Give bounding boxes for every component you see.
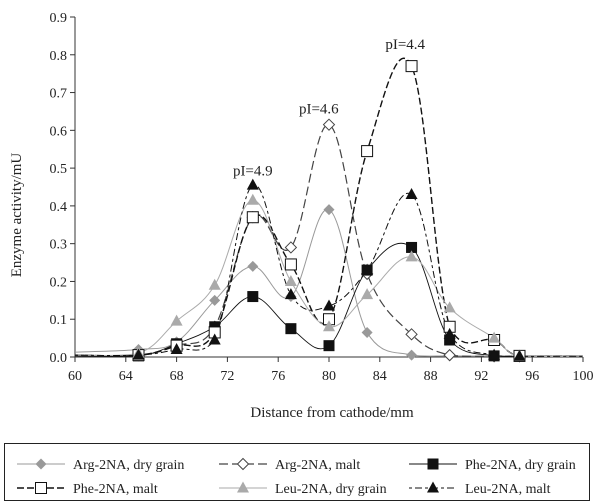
- data-point: [132, 348, 145, 360]
- data-point: [405, 250, 418, 262]
- y-tick-label: 0.0: [50, 351, 68, 366]
- data-point: [361, 288, 374, 300]
- legend-label: Leu-2NA, dry grain: [275, 482, 387, 497]
- data-point: [323, 299, 335, 311]
- series-line-5: [74, 199, 584, 357]
- y-tick-label: 0.3: [50, 238, 68, 253]
- data-point: [405, 60, 418, 73]
- data-point: [406, 241, 418, 253]
- data-point: [443, 348, 456, 362]
- x-tick-label: 96: [525, 369, 539, 384]
- data-point: [247, 260, 259, 272]
- data-point: [443, 301, 456, 313]
- y-tick-label: 0.7: [50, 87, 68, 102]
- data-point: [323, 340, 335, 352]
- x-tick-label: 92: [474, 369, 488, 384]
- legend-label: Arg-2NA, malt: [275, 458, 360, 473]
- legend-marker: [35, 482, 47, 494]
- data-point: [246, 178, 259, 190]
- legend-marker: [427, 458, 439, 470]
- data-point: [361, 263, 374, 275]
- x-tick-label: 60: [68, 369, 82, 384]
- legend-label: Leu-2NA, malt: [465, 482, 551, 497]
- data-point: [361, 326, 373, 338]
- data-point: [284, 258, 297, 271]
- data-point: [170, 342, 183, 354]
- data-point: [444, 334, 456, 346]
- data-point: [405, 188, 418, 200]
- legend-marker: [236, 457, 250, 471]
- y-tick-label: 0.1: [50, 313, 68, 328]
- data-point: [170, 314, 183, 326]
- data-point: [488, 348, 501, 360]
- data-point: [209, 294, 221, 306]
- y-tick-label: 0.4: [50, 200, 68, 215]
- pi-annotation: pI=4.4: [385, 37, 425, 53]
- y-axis-title: Enzyme activity/mU: [9, 153, 25, 278]
- data-point: [323, 204, 335, 216]
- data-point: [247, 291, 259, 303]
- x-tick-label: 72: [220, 369, 234, 384]
- legend-marker: [35, 458, 47, 470]
- legend-label: Phe-2NA, malt: [73, 482, 158, 497]
- data-point: [322, 118, 336, 131]
- x-tick-label: 68: [170, 369, 184, 384]
- x-tick-label: 76: [271, 369, 285, 384]
- chart-plot: 0.0 0.1 0.2 0.3 0.4 0.5 0.6 0.7 0.8 0.9 60 64 68 72 76…: [9, 11, 594, 421]
- data-point: [284, 241, 298, 254]
- data-point: [246, 193, 259, 205]
- data-point: [208, 333, 221, 345]
- y-tick-label: 0.8: [50, 49, 68, 64]
- y-tick-label: 0.6: [50, 124, 68, 139]
- y-tick-label: 0.9: [50, 11, 68, 26]
- chart-legend: Arg-2NA, dry grain Arg-2NA, malt Phe-2NA, …: [4, 443, 590, 501]
- data-point: [443, 327, 456, 339]
- series-line-4: [74, 57, 584, 358]
- data-point: [513, 349, 526, 361]
- x-tick-label: 100: [573, 369, 594, 384]
- x-tick-label: 88: [424, 369, 438, 384]
- data-point: [405, 328, 418, 341]
- data-point: [361, 145, 374, 158]
- x-axis-title: Distance from cathode/mm: [250, 405, 414, 421]
- x-tick-label: 64: [119, 369, 133, 384]
- legend-label: Phe-2NA, dry grain: [465, 458, 576, 473]
- y-tick-label: 0.2: [50, 275, 68, 290]
- data-point: [406, 349, 418, 361]
- data-point: [285, 323, 297, 335]
- pi-annotation: pI=4.6: [299, 101, 339, 117]
- legend-marker: [237, 481, 249, 493]
- x-tick-label: 84: [373, 369, 387, 384]
- y-tick-label: 0.5: [50, 162, 68, 177]
- data-point: [208, 278, 221, 290]
- pi-annotation: pI=4.9: [233, 164, 273, 180]
- data-point: [284, 288, 297, 300]
- legend-marker: [427, 481, 439, 493]
- series-line-1: [74, 209, 583, 357]
- data-point: [246, 211, 259, 224]
- data-point: [323, 320, 335, 332]
- series-line-6: [74, 184, 584, 357]
- legend-label: Arg-2NA, dry grain: [73, 458, 184, 473]
- data-point: [488, 331, 501, 343]
- data-point: [284, 274, 297, 286]
- x-tick-label: 80: [322, 369, 336, 384]
- series-line-2: [74, 124, 583, 357]
